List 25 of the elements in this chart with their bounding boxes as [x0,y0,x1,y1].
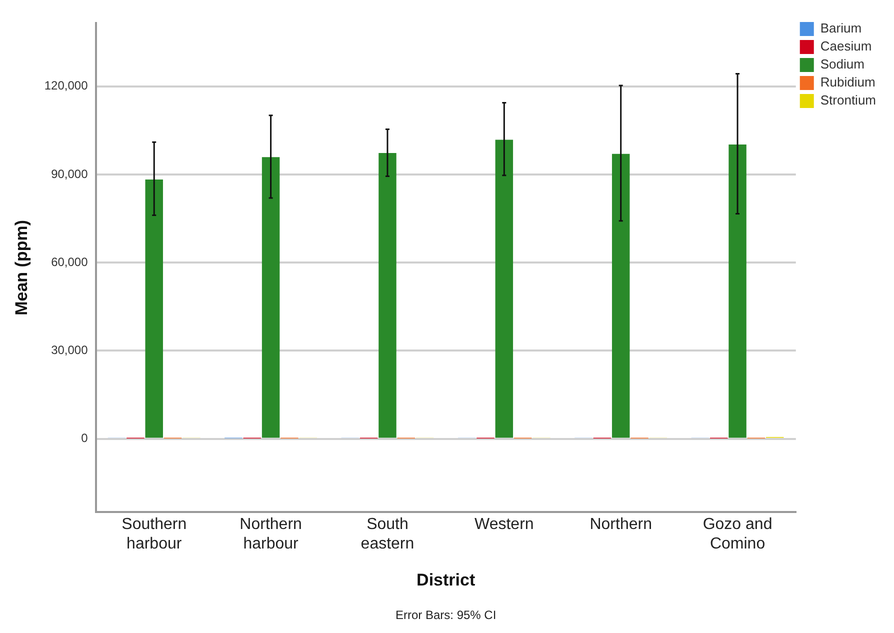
x-tick-label: Northern [590,516,652,534]
x-axis-title: District [416,570,476,590]
x-tick-label: South eastern [360,516,414,552]
y-tick-label: 30,000 [51,342,88,357]
x-tick-label: Gozo and Comino [702,516,772,552]
y-tick-label: 120,000 [44,78,88,93]
y-tick-label: 0 [81,431,88,446]
bar [378,153,396,438]
x-tick-label: Western [474,516,534,534]
y-axis-title: Mean (ppm) [12,220,31,316]
legend-label: Barium [820,20,862,36]
legend-label: Rubidium [820,74,876,90]
bar [262,157,280,438]
bar [495,140,514,438]
text: Error Bars: 95% CI [395,608,496,622]
x-tick-label: Northern harbour [240,516,302,552]
bar [728,144,746,438]
legend-label: Strontium [820,92,876,108]
y-tick-label: 60,000 [51,254,88,269]
y-tick-label: 90,000 [51,166,88,181]
legend-label: Sodium [820,56,864,72]
bar [612,154,630,438]
x-tick-label: Southern harbour [122,516,187,552]
legend-label: Caesium [820,38,872,54]
bar [145,179,163,438]
